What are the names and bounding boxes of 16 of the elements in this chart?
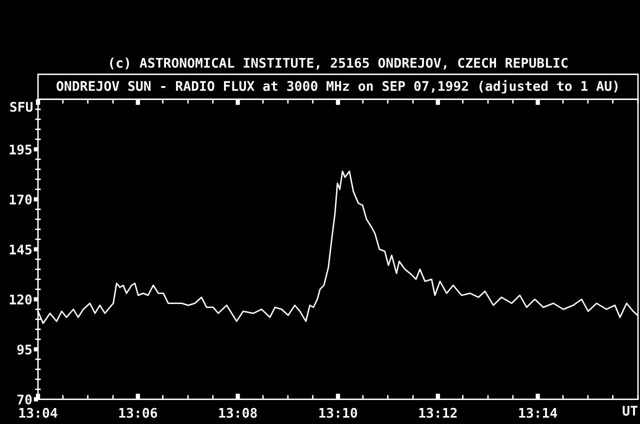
- y-tick-label: 170: [10, 194, 32, 204]
- y-tick-label: 95: [17, 344, 32, 355]
- chart-title: ONDREJOV SUN - RADIO FLUX at 3000 MHz on SEP 07,1992 (adjusted to 1 AU): [56, 80, 618, 94]
- y-tick-label: 195: [10, 144, 32, 155]
- x-tick-label: 13:06: [119, 408, 158, 418]
- x-axis-title: UT: [622, 406, 638, 416]
- x-tick-label: 13:14: [519, 408, 558, 418]
- y-tick-label: 120: [10, 294, 32, 304]
- text: (c) ASTRONOMICAL INSTITUTE, 25165 ONDREJOV, CZECH REPUBLIC: [110, 58, 568, 70]
- x-tick-label: 13:12: [419, 408, 457, 418]
- y-tick-label: 145: [10, 244, 32, 254]
- x-tick-label: 13:04: [19, 408, 58, 418]
- y-axis-title: SFU: [10, 102, 33, 112]
- x-tick-label: 13:10: [319, 408, 358, 418]
- x-tick-label: 13:08: [219, 408, 257, 418]
- y-tick-label: 70: [17, 394, 32, 404]
